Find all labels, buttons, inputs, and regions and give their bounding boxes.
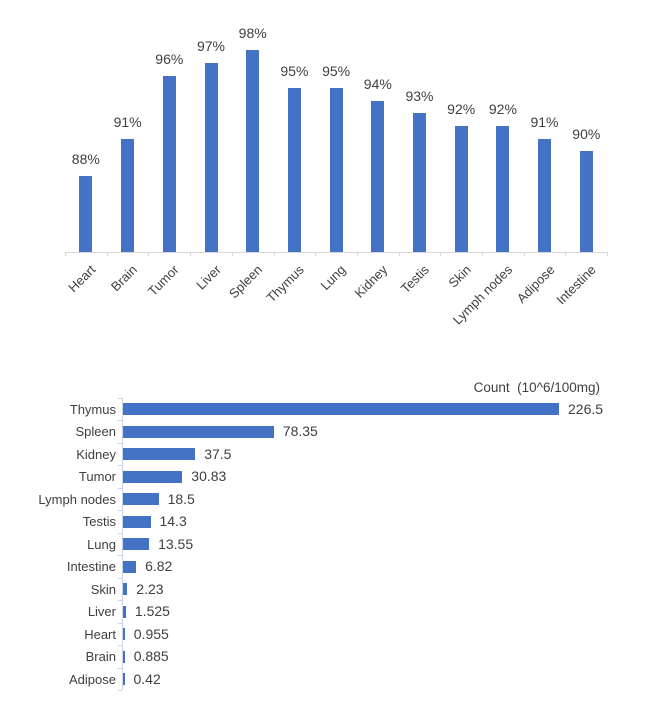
category-label: Tumor xyxy=(78,469,116,484)
bar-value-label: 18.5 xyxy=(167,490,195,507)
y-axis-tick xyxy=(118,600,122,602)
bar xyxy=(329,88,343,252)
x-axis-tick xyxy=(231,252,233,256)
bar xyxy=(123,470,183,483)
y-axis-tick xyxy=(118,487,122,489)
y-axis-tick xyxy=(118,532,122,534)
bar-value-label: 88% xyxy=(71,151,100,168)
y-axis-tick xyxy=(118,690,122,692)
x-axis-tick xyxy=(148,252,150,256)
bar-value-label: 92% xyxy=(447,101,476,117)
y-axis-tick xyxy=(118,555,122,557)
category-label: Intestine xyxy=(66,559,116,574)
bar xyxy=(162,75,176,252)
count-axis-title: Count (10^6/100mg) xyxy=(473,380,600,395)
x-axis-tick xyxy=(607,252,609,256)
y-axis-tick xyxy=(118,465,122,467)
y-axis-tick xyxy=(118,397,122,399)
x-axis-tick xyxy=(440,252,442,256)
bar-value-label: 0.885 xyxy=(133,648,169,664)
x-axis-tick xyxy=(315,252,317,256)
bar-value-label: 90% xyxy=(572,126,601,143)
bar xyxy=(287,88,301,252)
bar xyxy=(123,515,151,528)
bar-value-label: 91% xyxy=(113,113,142,130)
category-label: Heart xyxy=(84,626,116,642)
bar xyxy=(123,583,128,595)
bar-value-label: 78.35 xyxy=(282,423,318,439)
category-label: Spleen xyxy=(75,424,116,439)
bar xyxy=(121,138,135,252)
bar xyxy=(123,650,125,663)
bar-value-label: 91% xyxy=(530,113,559,130)
x-axis-tick xyxy=(190,252,192,256)
x-axis-tick xyxy=(273,252,275,256)
x-axis-tick xyxy=(356,252,358,256)
bar xyxy=(123,538,150,550)
bar xyxy=(123,628,125,640)
y-axis-tick xyxy=(118,645,122,647)
bar-value-label: 2.23 xyxy=(136,580,164,597)
bar-value-label: 93% xyxy=(405,88,434,105)
bar xyxy=(123,560,137,573)
bar-value-label: 96% xyxy=(155,50,184,67)
bar xyxy=(538,138,551,252)
bar-value-label: 95% xyxy=(280,63,309,80)
y-axis-line xyxy=(122,397,123,691)
category-label: Kidney xyxy=(76,446,116,462)
category-label: Liver xyxy=(87,604,116,619)
category-label: Thymus xyxy=(69,401,116,417)
bar xyxy=(123,605,126,618)
category-label: Adipose xyxy=(69,671,116,687)
bar-value-label: 0.42 xyxy=(133,670,161,687)
bar xyxy=(413,113,426,252)
bar xyxy=(371,100,385,252)
bar-value-label: 1.525 xyxy=(134,603,170,619)
x-axis-line xyxy=(65,252,608,253)
bar-value-label: 92% xyxy=(488,101,517,117)
bar-value-label: 226.5 xyxy=(568,400,604,417)
bar-value-label: 13.55 xyxy=(158,535,194,552)
y-axis-tick xyxy=(118,420,122,422)
y-axis-tick xyxy=(118,442,122,444)
bar-value-label: 98% xyxy=(238,25,267,42)
bar xyxy=(123,493,159,505)
category-label: Lung xyxy=(87,536,116,552)
category-label: Skin xyxy=(90,581,116,597)
y-axis-tick xyxy=(118,510,122,512)
bar-value-label: 94% xyxy=(363,75,392,92)
bar-value-label: 95% xyxy=(322,63,351,80)
bar-value-label: 30.83 xyxy=(191,468,227,484)
bar-value-label: 37.5 xyxy=(204,445,232,462)
bar xyxy=(79,176,93,252)
x-axis-tick xyxy=(65,252,66,256)
bar xyxy=(123,448,196,460)
bar xyxy=(204,63,218,252)
bar xyxy=(123,673,125,685)
bar xyxy=(123,425,274,438)
y-axis-tick xyxy=(118,577,122,579)
bar xyxy=(246,50,260,252)
bar xyxy=(123,403,559,415)
bar xyxy=(454,126,468,252)
bar-value-label: 97% xyxy=(196,38,226,54)
bar xyxy=(496,126,510,252)
bar xyxy=(579,151,593,252)
x-axis-tick xyxy=(565,252,567,256)
bar-value-label: 14.3 xyxy=(159,513,187,529)
y-axis-tick xyxy=(118,667,122,669)
x-axis-tick xyxy=(523,252,525,256)
x-axis-tick xyxy=(398,252,400,256)
y-axis-tick xyxy=(118,622,122,624)
x-axis-tick xyxy=(482,252,483,256)
x-axis-tick xyxy=(106,252,108,256)
category-label: Lymph nodes xyxy=(38,491,116,507)
category-label: Testis xyxy=(82,514,116,529)
category-label: Brain xyxy=(85,649,116,664)
bar-value-label: 6.82 xyxy=(145,558,173,574)
bar-value-label: 0.955 xyxy=(133,625,169,642)
